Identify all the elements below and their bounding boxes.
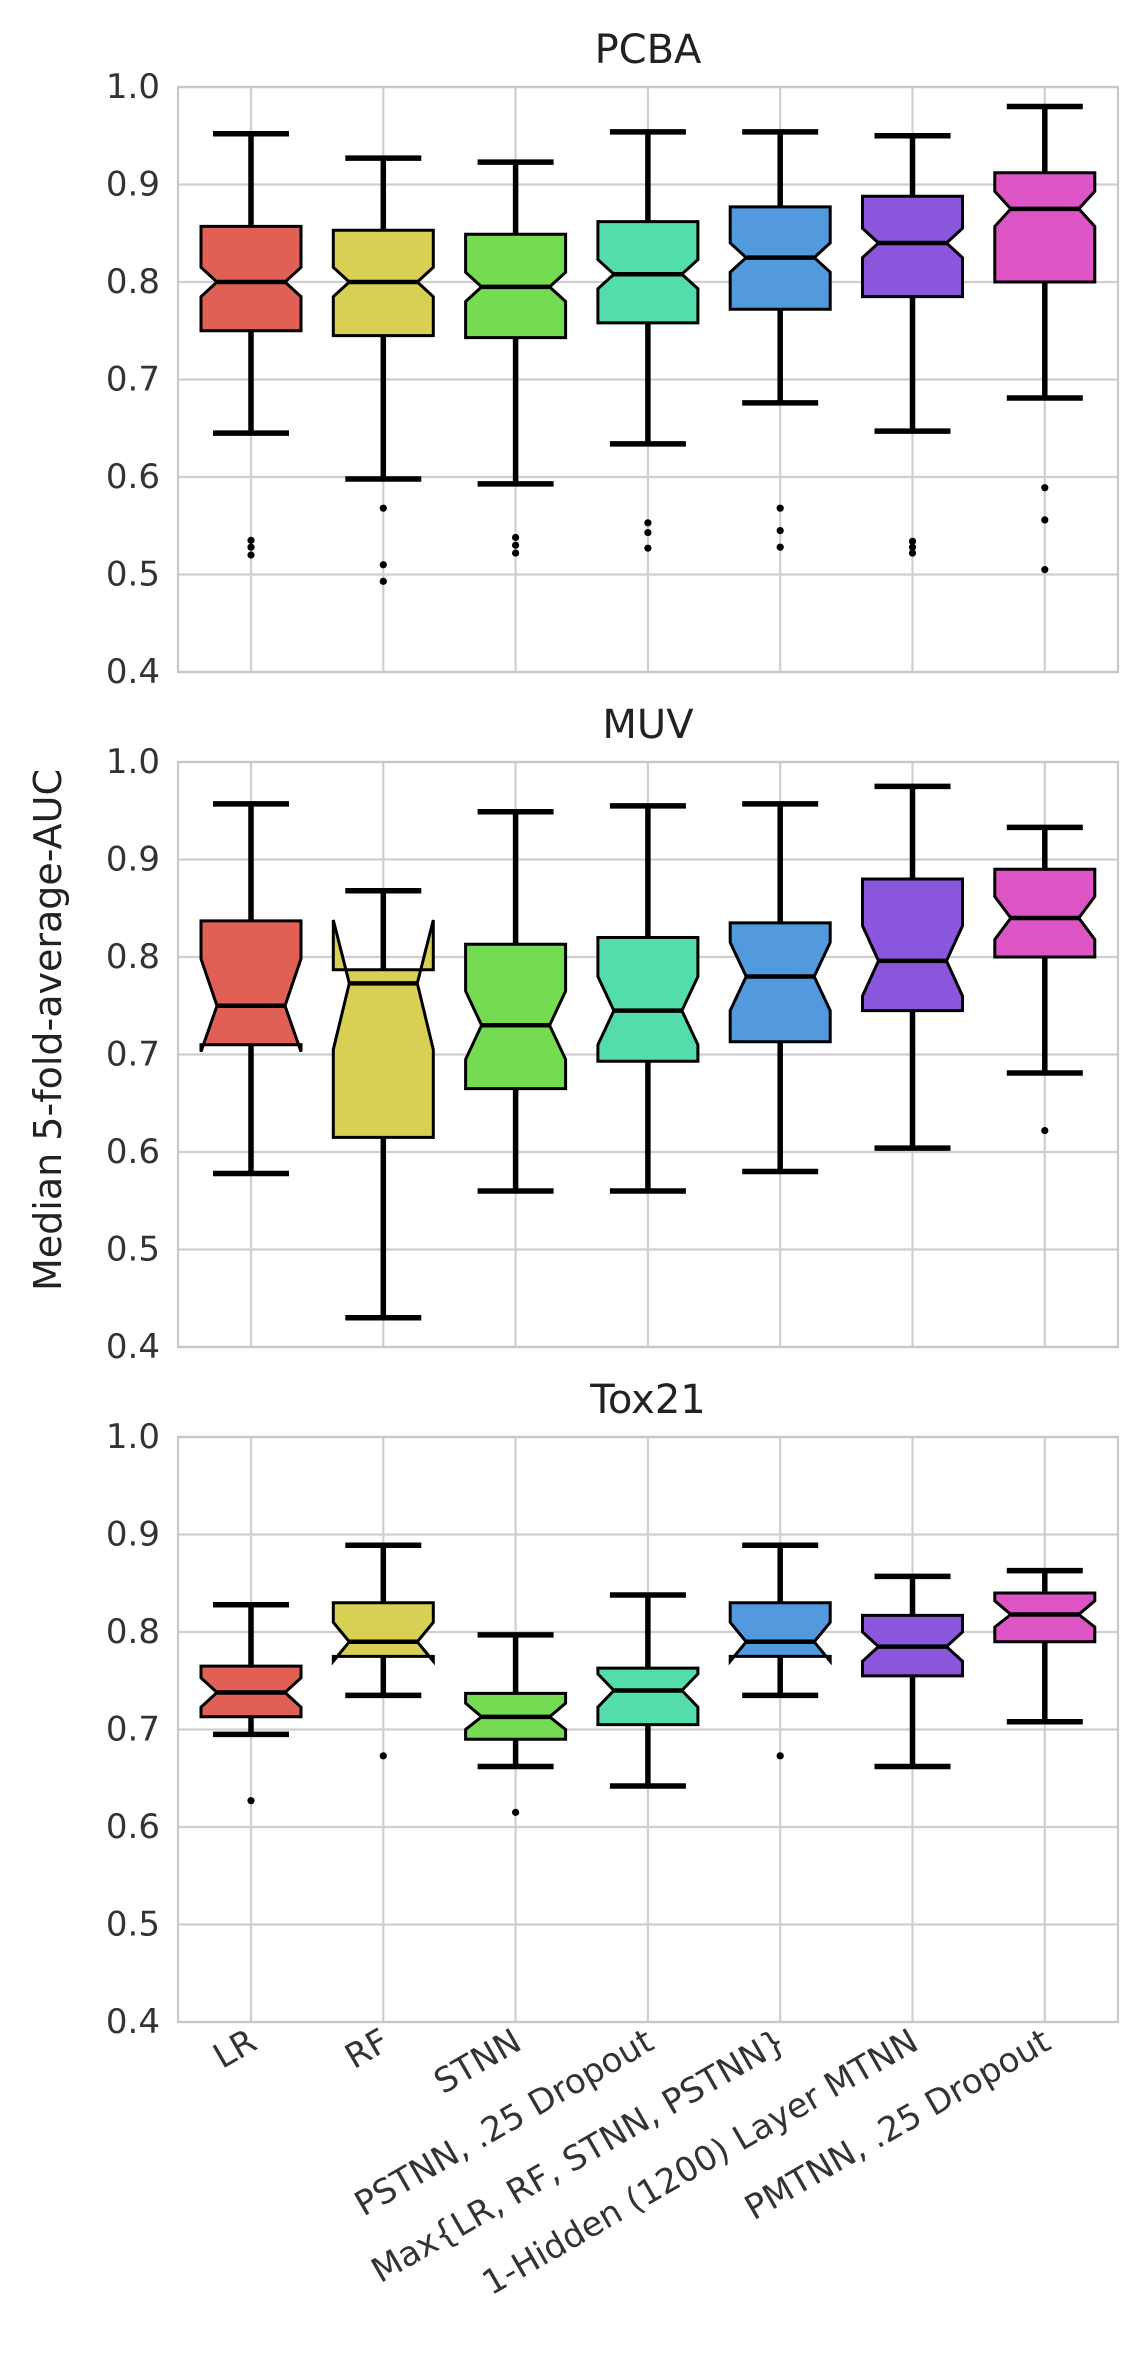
box-1-hidden-1200-layer-mtnn — [861, 133, 964, 557]
box-max-lr-rf-stnn-pstnn — [728, 129, 832, 551]
outlier-point — [379, 561, 387, 569]
y-tick-label: 0.6 — [106, 457, 160, 497]
outlier-point — [511, 1808, 520, 1816]
box-lr — [199, 801, 303, 1177]
notched-box — [199, 224, 303, 333]
notched-box — [331, 1601, 435, 1666]
notched-box — [728, 1601, 832, 1666]
outlier-point — [644, 519, 652, 527]
box-max-lr-rf-stnn-pstnn — [728, 801, 832, 1175]
y-tick-label: 0.5 — [106, 1905, 160, 1945]
outlier-point — [644, 544, 652, 552]
box-rf — [331, 1542, 435, 1760]
panel-pcba: 1.0 0.9 0.8 0.7 0.6 0.5 0.4 PCBA — [106, 27, 1120, 692]
box-rf — [331, 887, 435, 1321]
outlier-point — [379, 504, 387, 512]
y-tick-label: 0.4 — [106, 652, 160, 692]
box-stnn — [464, 159, 568, 557]
y-tick-label: 0.8 — [106, 1612, 160, 1652]
y-tick-label: 1.0 — [106, 67, 160, 107]
y-tick-label: 0.5 — [106, 555, 160, 595]
notched-box — [993, 171, 1097, 284]
outlier-point — [644, 528, 652, 537]
box-pstnn-25-dropout — [596, 129, 700, 552]
outlier-point — [247, 551, 255, 559]
box-lr — [199, 1601, 303, 1805]
notched-box — [199, 919, 303, 1053]
y-tick-label: 1.0 — [106, 742, 160, 782]
panel-title: Tox21 — [589, 1377, 705, 1423]
notched-box — [993, 867, 1097, 959]
outlier-point — [511, 541, 520, 549]
y-tick-label: 0.9 — [106, 1515, 160, 1555]
outlier-point — [1041, 1126, 1049, 1135]
notched-box — [331, 919, 435, 1139]
outlier-point — [1041, 516, 1049, 524]
outlier-point — [776, 527, 784, 535]
notched-box — [464, 942, 568, 1091]
outlier-point — [1041, 566, 1049, 574]
y-tick-label: 0.7 — [106, 360, 160, 400]
box-stnn — [464, 1632, 568, 1816]
outlier-point — [776, 1752, 784, 1760]
outlier-point — [511, 549, 520, 557]
y-tick-label: 0.9 — [106, 840, 160, 880]
y-tick-label: 0.5 — [106, 1230, 160, 1270]
y-tick-label: 0.6 — [106, 1807, 160, 1847]
notched-box — [596, 936, 700, 1063]
panels: 1.0 0.9 0.8 0.7 0.6 0.5 0.4 PCBA 1.0 0.9 0.8 0.7 0.6… — [106, 27, 1120, 2042]
box-max-lr-rf-stnn-pstnn — [728, 1542, 832, 1760]
panel-title: MUV — [602, 702, 694, 748]
x-tick-label-lr: LR — [207, 2021, 264, 2077]
box-pmtnn-25-dropout — [993, 824, 1097, 1135]
panel-muv: 1.0 0.9 0.8 0.7 0.6 0.5 0.4 MUV — [106, 702, 1120, 1367]
box-rf — [331, 155, 435, 585]
y-tick-label: 1.0 — [106, 1417, 160, 1457]
outlier-point — [1041, 484, 1049, 492]
y-tick-label: 0.7 — [106, 1710, 160, 1750]
box-pmtnn-25-dropout — [993, 1567, 1097, 1725]
box-pmtnn-25-dropout — [993, 103, 1097, 574]
outlier-point — [247, 543, 255, 551]
y-axis-label: Median 5-fold-average-AUC — [26, 769, 70, 1291]
y-tick-label: 0.4 — [106, 1327, 160, 1367]
box-stnn — [464, 808, 568, 1194]
x-tick-label-rf: RF — [338, 2021, 395, 2077]
outlier-point — [776, 543, 784, 551]
notched-box — [861, 194, 964, 299]
y-tick-label: 0.8 — [106, 262, 160, 302]
box-1-hidden-1200-layer-mtnn — [861, 783, 964, 1151]
y-tick-label: 0.6 — [106, 1132, 160, 1172]
notched-box — [861, 877, 964, 1013]
y-tick-label: 0.8 — [106, 937, 160, 977]
outlier-point — [379, 577, 387, 585]
outlier-point — [511, 533, 520, 542]
outlier-point — [776, 504, 784, 512]
outlier-point — [908, 537, 917, 545]
y-tick-label: 0.7 — [106, 1035, 160, 1075]
outlier-point — [908, 543, 917, 551]
notched-box — [596, 1666, 700, 1727]
outlier-point — [247, 1797, 255, 1805]
notched-box — [728, 921, 832, 1044]
notched-box — [993, 1591, 1097, 1644]
y-tick-label: 0.9 — [106, 165, 160, 205]
outlier-point — [908, 549, 917, 557]
y-tick-label: 0.4 — [106, 2002, 160, 2042]
plot-frame — [176, 1435, 1120, 2024]
plot-frame — [176, 760, 1120, 1349]
box-pstnn-25-dropout — [596, 1592, 700, 1789]
box-1-hidden-1200-layer-mtnn — [861, 1573, 964, 1770]
x-tick-label-stnn: STNN — [427, 2021, 528, 2102]
box-lr — [199, 131, 303, 559]
box-pstnn-25-dropout — [596, 803, 700, 1194]
outlier-point — [247, 536, 255, 544]
outlier-point — [379, 1752, 387, 1760]
panel-tox21: 1.0 0.9 0.8 0.7 0.6 0.5 0.4 Tox21 — [106, 1377, 1120, 2042]
panel-title: PCBA — [595, 27, 702, 73]
plot-frame — [176, 85, 1120, 674]
